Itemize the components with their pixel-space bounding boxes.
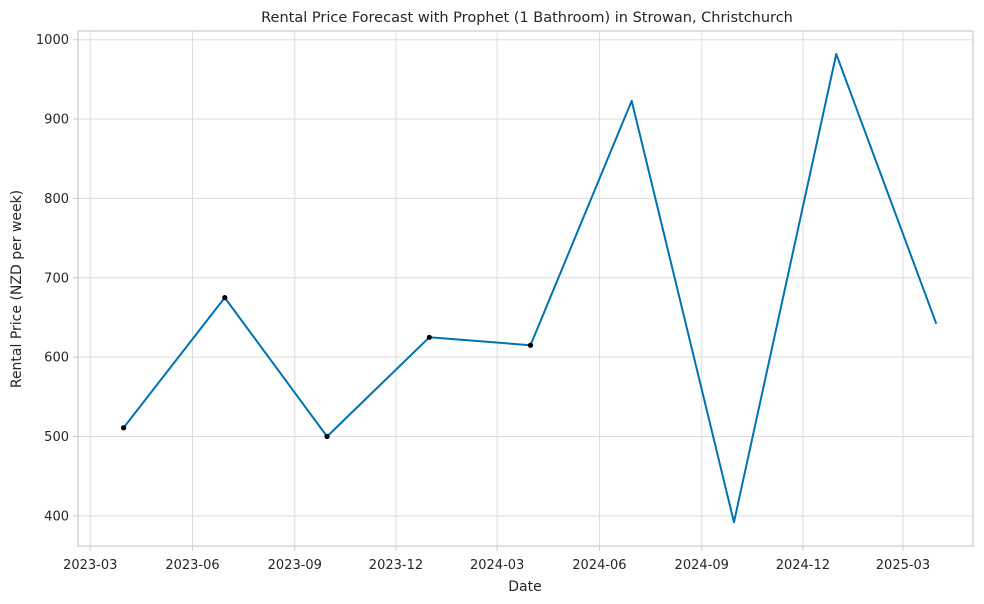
x-tick-label: 2025-03 <box>876 558 930 573</box>
x-tick-label: 2024-06 <box>572 558 626 573</box>
x-tick-label: 2023-12 <box>369 558 423 573</box>
x-tick-label: 2024-03 <box>470 558 524 573</box>
chart-title: Rental Price Forecast with Prophet (1 Ba… <box>261 10 793 26</box>
y-tick-label: 800 <box>44 192 69 207</box>
grid-lines <box>78 31 973 546</box>
x-tick-label: 2023-03 <box>63 558 117 573</box>
x-tick-label: 2023-06 <box>165 558 219 573</box>
x-tick-label: 2024-09 <box>675 558 729 573</box>
y-tick-label: 900 <box>44 113 69 128</box>
series <box>120 53 938 524</box>
y-tick-label: 400 <box>44 509 69 524</box>
observed-point <box>527 342 534 348</box>
observed-point <box>426 334 432 340</box>
y-tick-label: 700 <box>44 271 69 286</box>
observed-point <box>222 295 228 301</box>
plot-frame <box>77 30 974 547</box>
observed-point <box>324 433 330 440</box>
y-tick-label: 500 <box>44 430 69 445</box>
y-axis-label: Rental Price (NZD per week) <box>9 190 25 388</box>
y-tick-label: 1000 <box>36 33 69 48</box>
forecast-line <box>122 53 938 524</box>
axis-ticks: 400 500 600 700 800 900 1000 2023-03 2023-06 2023… <box>36 33 930 573</box>
x-tick-label: 2024-12 <box>776 558 830 573</box>
x-axis-label: Date <box>508 579 541 595</box>
x-tick-label: 2023-09 <box>268 558 322 573</box>
y-tick-label: 600 <box>44 351 69 366</box>
observed-point <box>120 425 127 431</box>
